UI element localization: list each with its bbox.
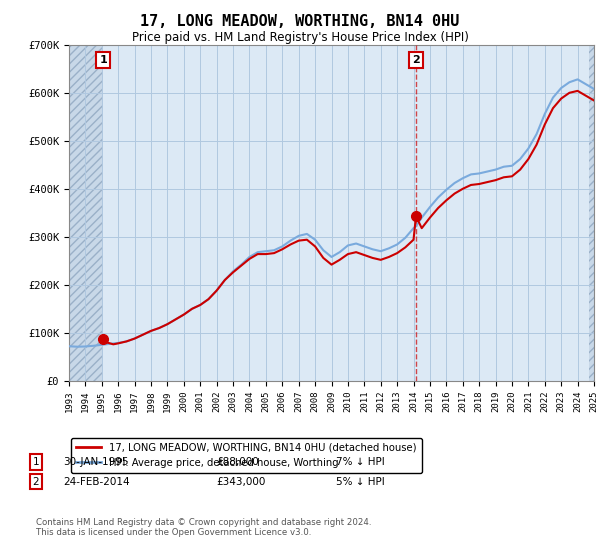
Bar [69, 45, 103, 381]
Text: 1: 1 [32, 457, 40, 467]
Text: 1: 1 [99, 55, 107, 65]
Text: 24-FEB-2014: 24-FEB-2014 [63, 477, 130, 487]
Text: £343,000: £343,000 [216, 477, 265, 487]
Text: £88,000: £88,000 [216, 457, 259, 467]
Text: 30-JAN-1995: 30-JAN-1995 [63, 457, 128, 467]
Legend: 17, LONG MEADOW, WORTHING, BN14 0HU (detached house), HPI: Average price, detach: 17, LONG MEADOW, WORTHING, BN14 0HU (det… [71, 438, 422, 473]
Text: 7% ↓ HPI: 7% ↓ HPI [336, 457, 385, 467]
Text: 2: 2 [32, 477, 40, 487]
Text: Price paid vs. HM Land Registry's House Price Index (HPI): Price paid vs. HM Land Registry's House … [131, 31, 469, 44]
Text: Contains HM Land Registry data © Crown copyright and database right 2024.
This d: Contains HM Land Registry data © Crown c… [36, 518, 371, 538]
Text: 17, LONG MEADOW, WORTHING, BN14 0HU: 17, LONG MEADOW, WORTHING, BN14 0HU [140, 14, 460, 29]
Text: 2: 2 [412, 55, 420, 65]
Bar [589, 45, 594, 381]
Text: 5% ↓ HPI: 5% ↓ HPI [336, 477, 385, 487]
